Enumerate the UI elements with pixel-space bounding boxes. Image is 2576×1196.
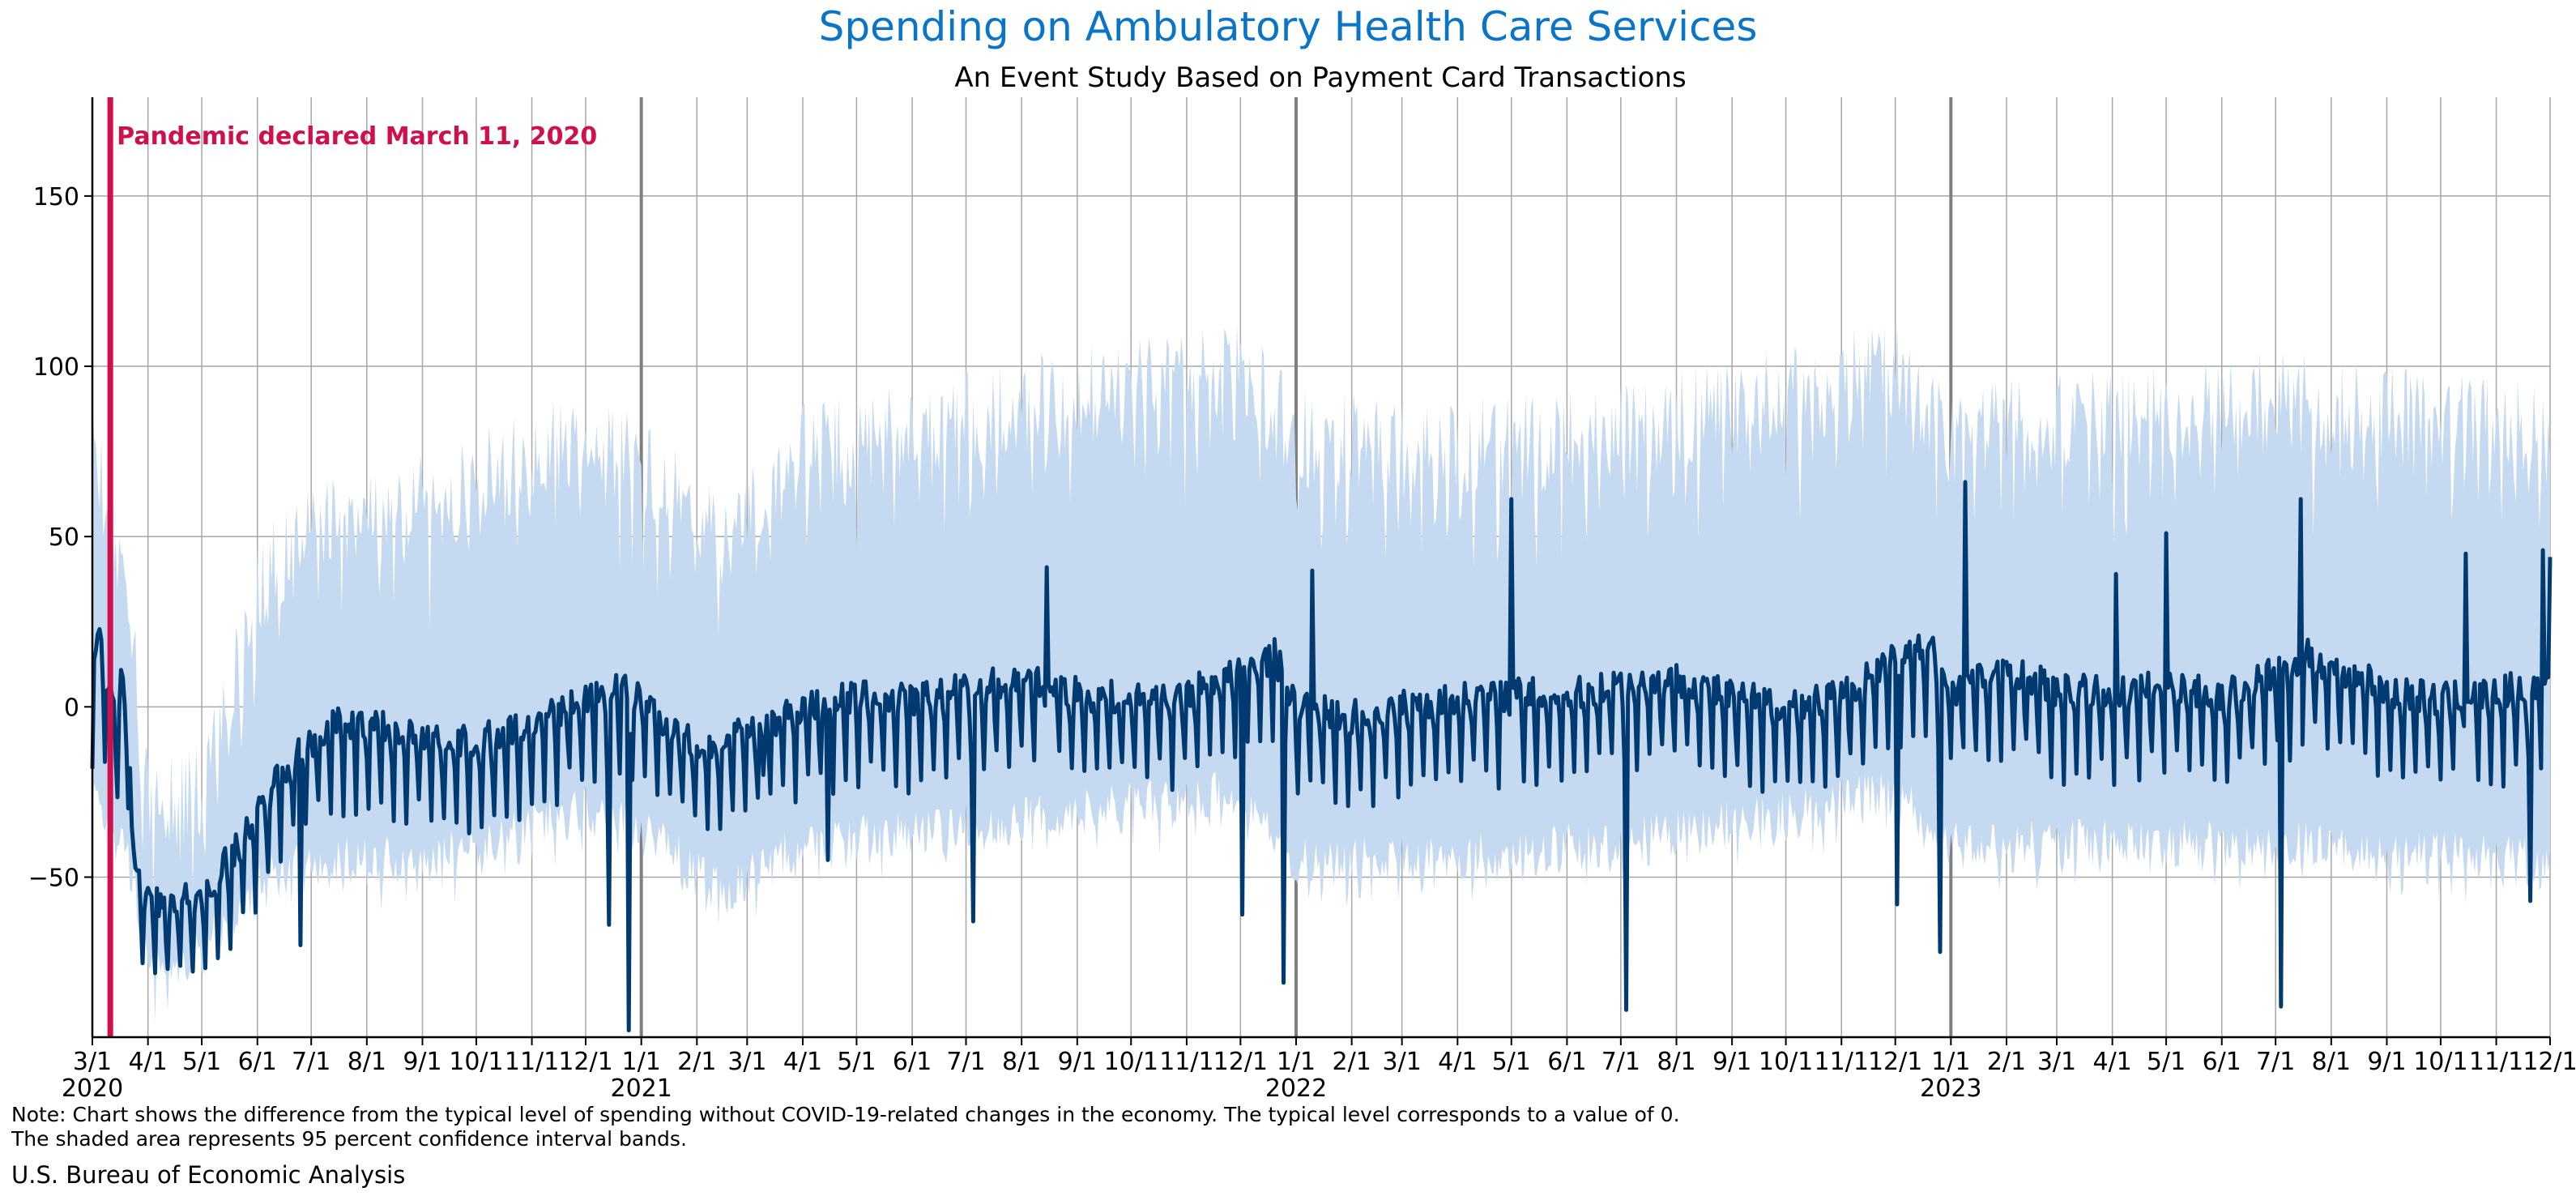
x-tick-label: 6/1 <box>2203 1048 2241 1076</box>
x-tick-label: 5/1 <box>2147 1048 2186 1076</box>
chart-note-line-2: The shaded area represents 95 percent co… <box>11 1127 687 1151</box>
y-tick-label: 100 <box>33 353 79 382</box>
x-tick-label: 4/1 <box>2092 1048 2131 1076</box>
x-tick-label: 8/1 <box>1657 1048 1695 1076</box>
x-tick-label: 4/1 <box>783 1048 822 1076</box>
chart-subtitle: An Event Study Based on Payment Card Tra… <box>954 62 1686 94</box>
series-line <box>90 480 2553 1033</box>
x-tick-label: 10/1 <box>449 1048 503 1076</box>
x-tick-label: 5/1 <box>1492 1048 1531 1076</box>
y-tick-label: 50 <box>49 523 79 552</box>
x-tick-label: 6/1 <box>893 1048 932 1076</box>
y-tick-label: −50 <box>28 864 79 892</box>
x-tick-label: 8/1 <box>2312 1048 2351 1076</box>
x-tick-label: 7/1 <box>1601 1048 1640 1076</box>
confidence-band <box>92 322 2550 1023</box>
x-tick-label: 4/1 <box>129 1048 168 1076</box>
event-layer: Pandemic declared March 11, 2020 <box>107 97 597 1037</box>
x-tick-label: 3/1 <box>2037 1048 2076 1076</box>
x-tick-label: 6/1 <box>238 1048 277 1076</box>
x-tick-label: 11/1 <box>1815 1048 1869 1076</box>
series-line-layer <box>90 480 2553 1033</box>
x-tick-label: 6/1 <box>1547 1048 1586 1076</box>
chart-note-line-1: Note: Chart shows the difference from th… <box>11 1103 1680 1126</box>
x-year-label: 2020 <box>62 1074 123 1103</box>
x-tick-label: 8/1 <box>1002 1048 1041 1076</box>
x-tick-label: 11/1 <box>1159 1048 1213 1076</box>
x-tick-label: 10/1 <box>2413 1048 2467 1076</box>
x-tick-label: 12/1 <box>558 1048 612 1076</box>
y-tick-label: 0 <box>64 694 79 722</box>
x-tick-label: 9/1 <box>2367 1048 2406 1076</box>
x-tick-label: 12/1 <box>1868 1048 1922 1076</box>
x-tick-label: 1/1 <box>622 1048 661 1076</box>
x-tick-label: 1/1 <box>1277 1048 1316 1076</box>
confidence-band-layer <box>92 322 2550 1023</box>
x-tick-label: 2/1 <box>677 1048 716 1076</box>
x-tick-label: 2/1 <box>1333 1048 1371 1076</box>
x-tick-label: 2/1 <box>1987 1048 2026 1076</box>
x-tick-label: 3/1 <box>1383 1048 1422 1076</box>
x-tick-label: 5/1 <box>182 1048 221 1076</box>
y-tick-label: 150 <box>33 183 79 211</box>
x-tick-label: 1/1 <box>1931 1048 1970 1076</box>
x-tick-label: 10/1 <box>1104 1048 1158 1076</box>
x-tick-label: 11/1 <box>505 1048 559 1076</box>
x-tick-label: 3/1 <box>73 1048 112 1076</box>
x-tick-label: 12/1 <box>2523 1048 2576 1076</box>
x-tick-label: 9/1 <box>403 1048 441 1076</box>
x-year-label: 2022 <box>1265 1074 1327 1103</box>
x-tick-label: 10/1 <box>1759 1048 1813 1076</box>
x-tick-label: 4/1 <box>1438 1048 1477 1076</box>
x-tick-label: 9/1 <box>1712 1048 1751 1076</box>
event-label: Pandemic declared March 11, 2020 <box>117 122 597 151</box>
x-tick-label: 7/1 <box>292 1048 331 1076</box>
x-tick-label: 3/1 <box>727 1048 766 1076</box>
x-tick-label: 7/1 <box>2256 1048 2295 1076</box>
x-tick-label: 5/1 <box>837 1048 876 1076</box>
x-tick-label: 7/1 <box>946 1048 985 1076</box>
x-tick-label: 11/1 <box>2469 1048 2523 1076</box>
x-tick-label: 12/1 <box>1213 1048 1268 1076</box>
x-year-label: 2021 <box>610 1074 672 1103</box>
source-label: U.S. Bureau of Economic Analysis <box>11 1161 405 1189</box>
x-tick-label: 8/1 <box>348 1048 386 1076</box>
x-year-label: 2023 <box>1920 1074 1981 1103</box>
x-tick-label: 9/1 <box>1058 1048 1097 1076</box>
chart-title: Spending on Ambulatory Health Care Servi… <box>819 3 1758 50</box>
